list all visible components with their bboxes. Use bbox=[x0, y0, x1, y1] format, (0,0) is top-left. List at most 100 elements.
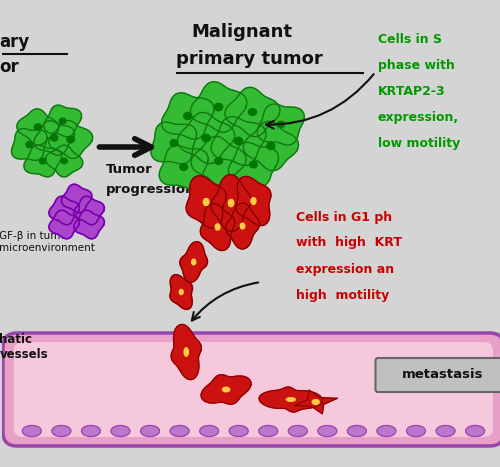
Polygon shape bbox=[259, 387, 322, 412]
Polygon shape bbox=[151, 122, 196, 164]
Ellipse shape bbox=[52, 425, 71, 437]
Text: Cells in G1 ph: Cells in G1 ph bbox=[296, 211, 392, 224]
Ellipse shape bbox=[286, 398, 296, 401]
Polygon shape bbox=[159, 146, 208, 189]
Polygon shape bbox=[12, 128, 47, 160]
Ellipse shape bbox=[170, 425, 189, 437]
Polygon shape bbox=[74, 210, 104, 239]
Ellipse shape bbox=[466, 425, 484, 437]
Ellipse shape bbox=[222, 387, 230, 392]
Ellipse shape bbox=[228, 199, 234, 206]
Ellipse shape bbox=[67, 136, 74, 143]
Ellipse shape bbox=[180, 163, 188, 170]
Polygon shape bbox=[34, 121, 74, 155]
Text: primary tumor: primary tumor bbox=[176, 50, 323, 69]
Ellipse shape bbox=[61, 158, 68, 163]
Ellipse shape bbox=[234, 137, 242, 145]
Polygon shape bbox=[170, 275, 192, 309]
Ellipse shape bbox=[215, 224, 220, 230]
Polygon shape bbox=[186, 176, 226, 228]
Ellipse shape bbox=[50, 135, 58, 141]
Polygon shape bbox=[225, 87, 280, 136]
Ellipse shape bbox=[259, 425, 278, 437]
Polygon shape bbox=[228, 142, 278, 187]
Ellipse shape bbox=[312, 399, 319, 404]
Ellipse shape bbox=[200, 425, 218, 437]
Ellipse shape bbox=[180, 290, 183, 295]
Text: Cells in S: Cells in S bbox=[378, 33, 442, 46]
Ellipse shape bbox=[240, 223, 244, 229]
Polygon shape bbox=[162, 93, 214, 139]
Ellipse shape bbox=[251, 198, 256, 205]
Polygon shape bbox=[46, 145, 82, 177]
Ellipse shape bbox=[277, 121, 284, 127]
Polygon shape bbox=[49, 196, 80, 225]
Text: with  high  KRT: with high KRT bbox=[296, 236, 402, 249]
Polygon shape bbox=[201, 375, 251, 404]
Ellipse shape bbox=[192, 259, 196, 265]
Polygon shape bbox=[200, 204, 235, 250]
Polygon shape bbox=[62, 184, 92, 213]
Ellipse shape bbox=[406, 425, 426, 437]
Polygon shape bbox=[258, 104, 304, 145]
Ellipse shape bbox=[140, 425, 160, 437]
Polygon shape bbox=[180, 242, 208, 283]
Text: Malignant: Malignant bbox=[191, 23, 292, 41]
Polygon shape bbox=[211, 175, 252, 232]
Polygon shape bbox=[17, 109, 58, 145]
Ellipse shape bbox=[26, 142, 32, 148]
Text: or: or bbox=[0, 58, 19, 76]
Polygon shape bbox=[191, 136, 246, 185]
Polygon shape bbox=[190, 82, 247, 132]
Polygon shape bbox=[226, 203, 260, 249]
Ellipse shape bbox=[214, 103, 222, 111]
Text: phase with: phase with bbox=[378, 59, 455, 72]
Ellipse shape bbox=[229, 425, 248, 437]
Text: ary: ary bbox=[0, 33, 30, 51]
Ellipse shape bbox=[377, 425, 396, 437]
Text: low motility: low motility bbox=[378, 137, 460, 150]
Text: hatic
vessels: hatic vessels bbox=[0, 333, 48, 361]
Ellipse shape bbox=[184, 348, 188, 356]
Ellipse shape bbox=[250, 161, 258, 168]
Text: Tumor: Tumor bbox=[106, 163, 152, 176]
Polygon shape bbox=[48, 120, 92, 158]
Polygon shape bbox=[171, 325, 202, 380]
Ellipse shape bbox=[248, 108, 256, 115]
Ellipse shape bbox=[436, 425, 455, 437]
Polygon shape bbox=[244, 121, 298, 170]
FancyBboxPatch shape bbox=[3, 333, 500, 446]
Text: expression an: expression an bbox=[296, 262, 394, 276]
Ellipse shape bbox=[204, 198, 209, 205]
Polygon shape bbox=[178, 113, 234, 163]
FancyBboxPatch shape bbox=[14, 342, 493, 437]
Ellipse shape bbox=[202, 134, 210, 142]
Polygon shape bbox=[74, 196, 104, 225]
Polygon shape bbox=[294, 390, 337, 414]
Ellipse shape bbox=[22, 425, 42, 437]
Polygon shape bbox=[24, 145, 62, 177]
Polygon shape bbox=[44, 105, 82, 137]
Polygon shape bbox=[49, 210, 80, 239]
Ellipse shape bbox=[288, 425, 307, 437]
Text: metastasis: metastasis bbox=[402, 368, 483, 382]
Polygon shape bbox=[236, 177, 271, 226]
Polygon shape bbox=[211, 117, 266, 165]
Ellipse shape bbox=[184, 113, 192, 120]
Ellipse shape bbox=[111, 425, 130, 437]
Ellipse shape bbox=[40, 158, 46, 164]
Ellipse shape bbox=[348, 425, 366, 437]
FancyBboxPatch shape bbox=[376, 358, 500, 392]
Ellipse shape bbox=[170, 140, 177, 146]
Text: GF-β in tumor
microenvironment: GF-β in tumor microenvironment bbox=[0, 231, 96, 253]
Text: progression: progression bbox=[106, 183, 195, 196]
Ellipse shape bbox=[60, 118, 66, 124]
Ellipse shape bbox=[267, 142, 275, 149]
Text: expression,: expression, bbox=[378, 111, 459, 124]
Text: high  motility: high motility bbox=[296, 289, 389, 302]
Ellipse shape bbox=[34, 124, 42, 130]
Ellipse shape bbox=[82, 425, 100, 437]
Ellipse shape bbox=[214, 157, 222, 164]
Text: KRTAP2-3: KRTAP2-3 bbox=[378, 85, 446, 98]
Ellipse shape bbox=[318, 425, 337, 437]
